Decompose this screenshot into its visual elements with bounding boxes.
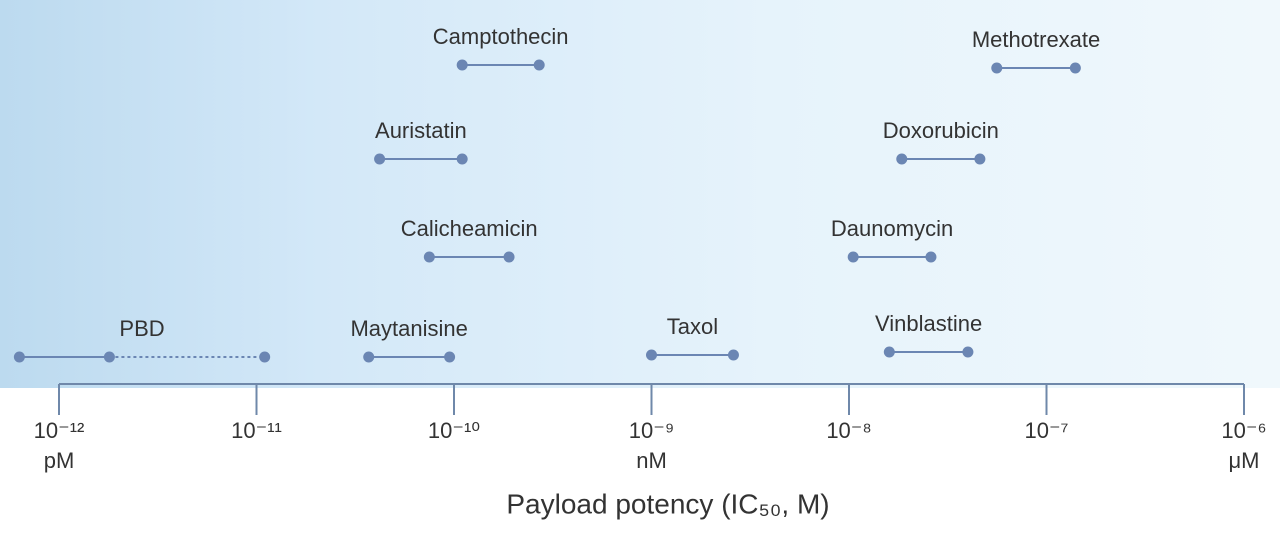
range-point bbox=[13, 351, 25, 363]
series-label: Taxol bbox=[667, 314, 718, 339]
range-point bbox=[374, 153, 386, 165]
series-label: Maytanisine bbox=[350, 316, 467, 341]
x-unit-label: pM bbox=[44, 448, 75, 473]
range-point bbox=[883, 346, 895, 358]
range-point bbox=[363, 351, 375, 363]
range-point bbox=[533, 59, 545, 71]
x-unit-label: nM bbox=[636, 448, 667, 473]
range-point bbox=[974, 153, 986, 165]
range-point bbox=[727, 349, 739, 361]
range-point bbox=[456, 153, 468, 165]
series-label: Doxorubicin bbox=[883, 118, 999, 143]
range-point bbox=[103, 351, 115, 363]
x-tick-label: 10⁻⁶ bbox=[1221, 418, 1266, 443]
series-label: PBD bbox=[119, 316, 164, 341]
background bbox=[0, 0, 1280, 388]
x-tick-label: 10⁻¹⁰ bbox=[428, 418, 480, 443]
range-point bbox=[925, 251, 937, 263]
range-point bbox=[1069, 62, 1081, 74]
range-point bbox=[456, 59, 468, 71]
x-unit-label: μM bbox=[1228, 448, 1259, 473]
x-tick-label: 10⁻¹² bbox=[34, 418, 85, 443]
range-point bbox=[991, 62, 1003, 74]
x-tick-label: 10⁻⁷ bbox=[1024, 418, 1068, 443]
series-label: Methotrexate bbox=[972, 27, 1100, 52]
x-tick-label: 10⁻⁹ bbox=[629, 418, 675, 443]
x-axis-label: Payload potency (IC₅₀, M) bbox=[506, 488, 829, 519]
range-point bbox=[646, 349, 657, 361]
range-point bbox=[847, 251, 859, 263]
series-label: Auristatin bbox=[375, 118, 467, 143]
x-tick-label: 10⁻¹¹ bbox=[231, 418, 282, 443]
range-point bbox=[423, 251, 435, 263]
range-point bbox=[259, 351, 271, 363]
range-point bbox=[444, 351, 456, 363]
series-label: Vinblastine bbox=[875, 311, 982, 336]
series-label: Camptothecin bbox=[433, 24, 569, 49]
range-point bbox=[503, 251, 515, 263]
range-point bbox=[896, 153, 908, 165]
series-label: Calicheamicin bbox=[401, 216, 538, 241]
range-point bbox=[962, 346, 974, 358]
x-tick-label: 10⁻⁸ bbox=[826, 418, 871, 443]
series-label: Daunomycin bbox=[831, 216, 953, 241]
